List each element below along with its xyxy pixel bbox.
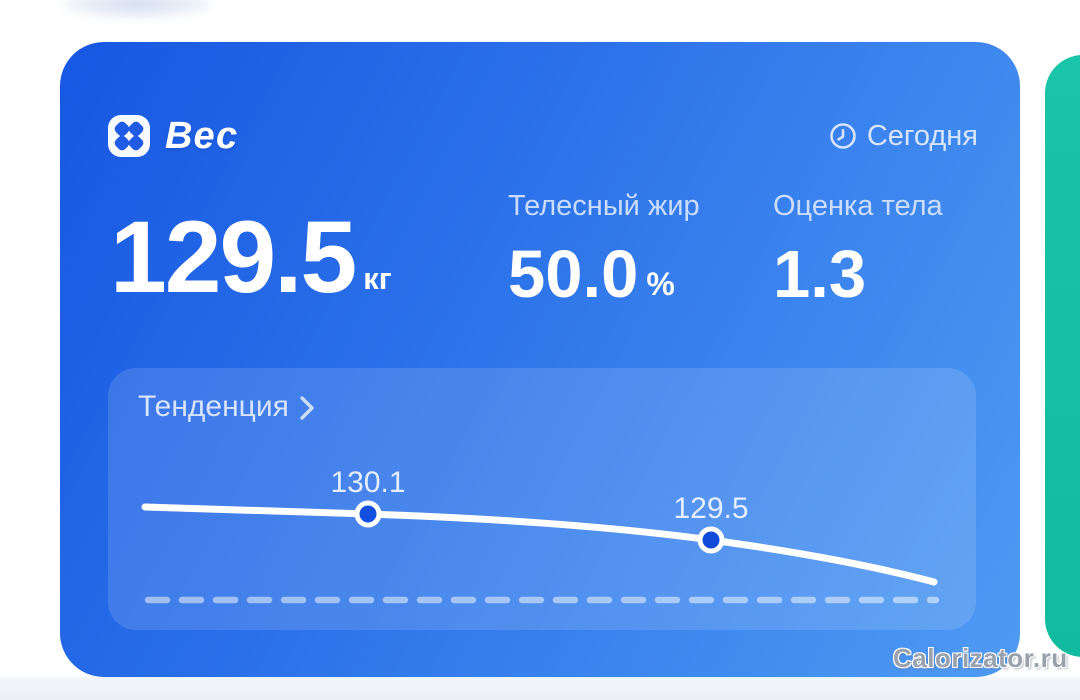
page-background-strip <box>0 677 1080 700</box>
body-fat-metric: Телесный жир 50.0 % <box>508 190 700 312</box>
weight-unit: кг <box>363 260 392 296</box>
chevron-right-icon <box>300 396 314 420</box>
weight-value: 129.5 <box>110 199 357 314</box>
card-title-group: Вес <box>107 114 238 158</box>
card-title: Вес <box>165 114 239 157</box>
date-label: Сегодня <box>866 119 978 152</box>
next-card-edge[interactable] <box>1045 55 1080 657</box>
body-score-label: Оценка тела <box>773 190 943 222</box>
data-point-2 <box>702 531 720 549</box>
body-fat-value: 50.0 <box>508 237 639 312</box>
previous-card-edge <box>62 0 212 18</box>
watermark: Calorizator.ru <box>893 643 1068 673</box>
data-point-1-label: 130.1 <box>330 466 405 499</box>
body-score-metric: Оценка тела 1.3 <box>773 190 965 312</box>
data-point-1 <box>359 505 377 523</box>
metrics-row: 129.5 кг Телесный жир 50.0 % Оценка тела… <box>110 190 965 314</box>
body-score-value: 1.3 <box>773 237 867 312</box>
trend-line <box>141 503 938 586</box>
card-header: Вес Сегодня <box>107 114 978 158</box>
weight-metric: 129.5 кг <box>110 199 508 314</box>
body-fat-label: Телесный жир <box>508 190 700 222</box>
data-point-2-label: 129.5 <box>673 492 748 525</box>
trend-link[interactable]: Тенденция <box>138 390 315 424</box>
weight-card[interactable]: Вес Сегодня 129.5 кг Телесный жир 50.0 %… <box>60 42 1020 677</box>
trend-chart: 130.1 129.5 <box>141 466 940 604</box>
trend-panel: Тенденция 130.1 129.5 <box>108 368 976 630</box>
scale-icon <box>108 115 150 157</box>
date-selector[interactable]: Сегодня <box>829 120 978 153</box>
body-fat-unit: % <box>646 265 675 302</box>
trend-label: Тенденция <box>138 390 289 423</box>
clock-icon <box>830 123 856 149</box>
